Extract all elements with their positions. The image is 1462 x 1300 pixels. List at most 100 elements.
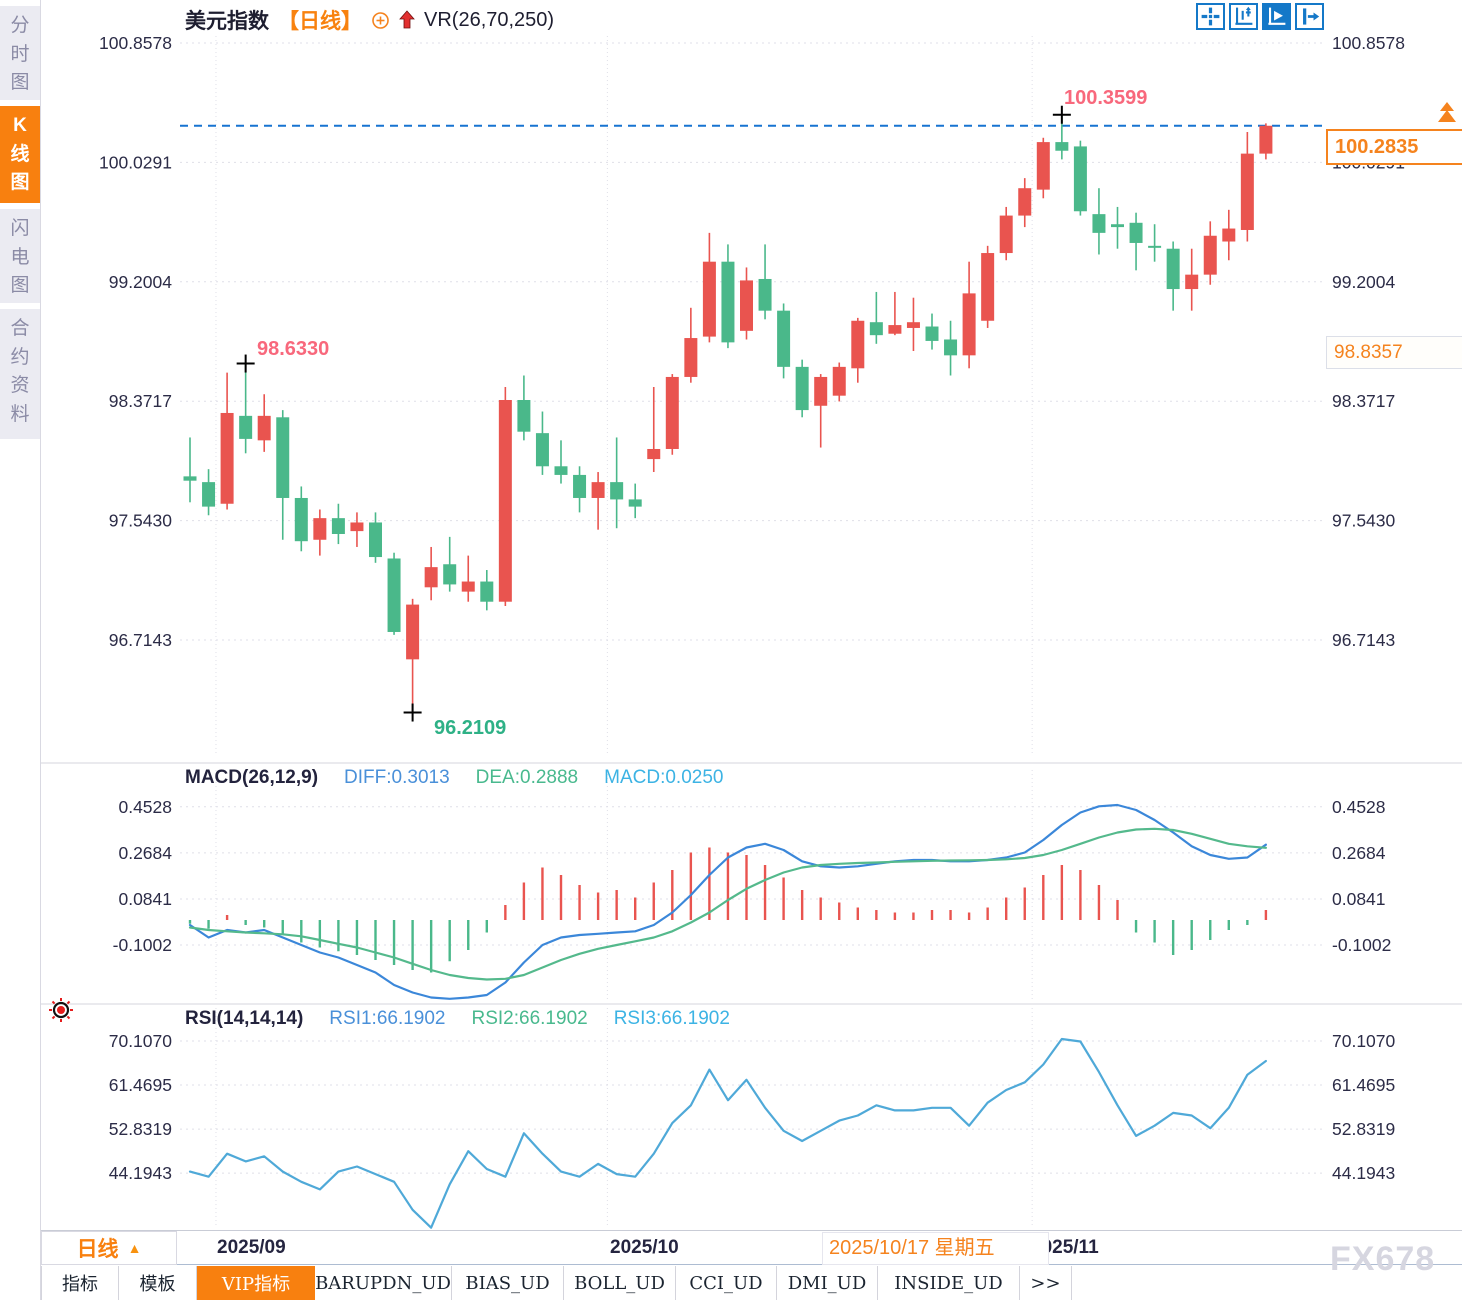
candle-body	[981, 253, 995, 321]
svg-text:52.8319: 52.8319	[1332, 1119, 1395, 1139]
sidebar-tab-contract-info[interactable]: 合约资料	[0, 309, 40, 439]
indicator-settings-sun-icon[interactable]	[48, 997, 74, 1028]
candlestick-series[interactable]	[183, 114, 1273, 713]
sidebar-tab-label: 分时图	[10, 15, 30, 93]
axis-pointer-icon[interactable]	[1262, 3, 1291, 30]
macd-dea-value: DEA:0.2888	[475, 767, 579, 788]
candle-body	[1148, 245, 1162, 248]
candle-body	[573, 474, 587, 498]
rsi-header: RSI(14,14,14) RSI1:66.1902 RSI2:66.1902 …	[185, 1008, 730, 1030]
candle-body	[276, 417, 290, 498]
candle-body	[1222, 228, 1236, 242]
svg-text:100.8578: 100.8578	[99, 33, 172, 53]
svg-text:52.8319: 52.8319	[109, 1119, 172, 1139]
candle-body	[1240, 153, 1254, 230]
candle-body	[591, 482, 605, 498]
month-gridlines	[215, 36, 1033, 1228]
candle-body	[202, 482, 216, 507]
candle-body	[1259, 125, 1273, 154]
sidebar-tab-candle[interactable]: K线图	[0, 106, 40, 203]
candle-body	[424, 567, 438, 588]
candle-body	[684, 338, 698, 377]
exit-chart-icon[interactable]	[1295, 3, 1324, 30]
candle-body	[702, 261, 716, 337]
period-selector[interactable]: 日线 ▲	[41, 1231, 177, 1265]
candle-body	[1036, 142, 1050, 190]
annotation-crosses	[236, 105, 1071, 722]
candle-body	[628, 499, 642, 507]
candle-body	[387, 558, 401, 632]
candle-body	[554, 466, 568, 475]
macd-title: MACD(26,12,9)	[185, 767, 319, 788]
svg-text:99.2004: 99.2004	[1332, 272, 1396, 292]
candle-body	[1166, 248, 1180, 290]
svg-text:0.2684: 0.2684	[118, 843, 172, 863]
candle-body	[220, 412, 234, 504]
candle-body	[814, 376, 828, 406]
peak-price-annotation: 98.6330	[257, 338, 330, 360]
sidebar-tab-flash[interactable]: 闪电图	[0, 209, 40, 303]
rsi3-value: RSI3:66.1902	[613, 1008, 730, 1029]
tab-inside-ud[interactable]: INSIDE_UD	[878, 1266, 1020, 1300]
crosshair-date-box: 2025/10/17 星期五	[822, 1232, 1049, 1265]
sidebar-tab-label: K线图	[10, 115, 30, 193]
date-axis-strip	[41, 1230, 1462, 1265]
triangle-up-icon: ▲	[127, 1240, 142, 1256]
tab-indicator[interactable]: 指标	[42, 1266, 119, 1300]
reference-price-box: 98.8357	[1326, 336, 1462, 369]
macd-axis-ticks: 0.4528 0.4528 0.2684 0.2684 0.0841 0.0841 -0.1…	[113, 797, 1392, 955]
high-price-annotation: 100.3599	[1064, 87, 1148, 109]
candle-body	[721, 261, 735, 343]
rsi-line	[188, 1037, 1268, 1229]
candle-body	[925, 326, 939, 341]
candle-body	[665, 376, 679, 449]
period-tag: 【日线】	[278, 10, 362, 33]
candle-body	[1018, 188, 1032, 216]
symbol-name: 美元指数	[185, 10, 269, 33]
svg-text:61.4695: 61.4695	[1332, 1075, 1395, 1095]
tab-cci-ud[interactable]: CCI_UD	[676, 1266, 777, 1300]
move-crosshair-icon[interactable]	[1196, 3, 1225, 30]
candle-body	[369, 522, 382, 558]
candle-body	[647, 448, 661, 460]
candle-body	[1092, 214, 1106, 233]
sidebar: 分时图 K线图 闪电图 合约资料	[0, 0, 41, 1300]
rsi1-value: RSI1:66.1902	[329, 1008, 446, 1029]
candle-body	[1111, 224, 1124, 228]
price-axis-ticks: 100.8578100.8578100.0291100.029199.20049…	[99, 33, 1405, 650]
candle-body	[1073, 146, 1087, 212]
svg-text:96.7143: 96.7143	[109, 630, 172, 650]
tab-dmi-ud[interactable]: DMI_UD	[777, 1266, 878, 1300]
candle-body	[294, 497, 308, 542]
candle-body	[1055, 142, 1069, 151]
candle-body	[498, 400, 512, 602]
candle-body	[257, 415, 271, 441]
svg-text:0.2684: 0.2684	[1332, 843, 1386, 863]
last-price-box: 100.2835	[1326, 129, 1462, 165]
candle-body	[350, 522, 364, 532]
circle-plus-icon[interactable]	[371, 11, 390, 30]
rsi-axis-ticks: 70.1070 70.1070 61.4695 61.4695 52.8319 52.83…	[109, 1031, 1396, 1183]
sidebar-tab-label: 闪电图	[10, 218, 30, 296]
tab-more[interactable]: >>	[1020, 1266, 1072, 1300]
tab-bias-ud[interactable]: BIAS_UD	[452, 1266, 564, 1300]
tab-boll-ud[interactable]: BOLL_UD	[564, 1266, 676, 1300]
candle-body	[480, 581, 494, 602]
candle-body	[183, 476, 197, 481]
svg-text:70.1070: 70.1070	[1332, 1031, 1396, 1051]
sidebar-tab-timeline[interactable]: 分时图	[0, 6, 40, 100]
svg-text:99.2004: 99.2004	[109, 272, 173, 292]
axis-scale-icon[interactable]	[1229, 3, 1258, 30]
svg-text:44.1943: 44.1943	[1332, 1163, 1395, 1183]
svg-text:0.4528: 0.4528	[1332, 797, 1386, 817]
candle-body	[443, 564, 457, 585]
candle-body	[517, 400, 531, 432]
tab-vip-indicator[interactable]: VIP指标	[197, 1266, 315, 1300]
tab-barupdn-ud[interactable]: BARUPDN_UD	[315, 1266, 452, 1300]
candle-body	[406, 604, 420, 660]
svg-text:96.7143: 96.7143	[1332, 630, 1395, 650]
chart-title-row: 美元指数 【日线】 VR(26,70,250)	[185, 5, 554, 35]
tab-template[interactable]: 模板	[119, 1266, 197, 1300]
candle-body	[962, 293, 976, 356]
